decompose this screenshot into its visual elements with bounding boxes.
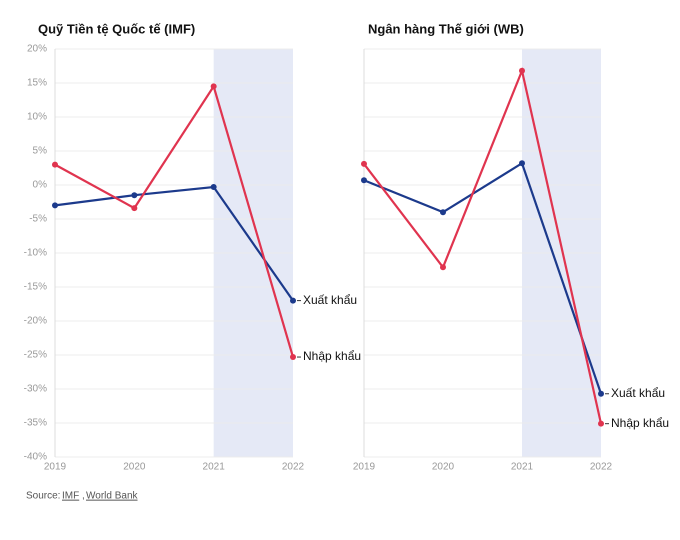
data-point	[210, 83, 217, 90]
data-point	[52, 202, 58, 209]
data-point	[519, 160, 525, 167]
source-link[interactable]: IMF	[62, 491, 79, 502]
series-line	[54, 83, 295, 358]
x-tick-label: 2019	[353, 462, 376, 473]
data-point	[440, 264, 446, 271]
source-link[interactable]: World Bank	[86, 491, 139, 502]
x-tick-label: 2019	[44, 462, 67, 473]
data-point	[290, 354, 296, 361]
data-point	[52, 161, 58, 168]
x-tick-label: 2020	[432, 462, 455, 473]
source-prefix: Source:	[26, 491, 60, 502]
data-point	[210, 184, 217, 191]
y-tick-label: 0%	[33, 180, 48, 191]
y-tick-label: -10%	[24, 248, 47, 259]
series-line	[54, 185, 294, 302]
y-tick-label: 15%	[27, 78, 47, 89]
x-tick-label: 2022	[282, 462, 305, 473]
y-tick-label: -20%	[24, 316, 47, 327]
data-point	[519, 67, 525, 74]
y-tick-label: -15%	[24, 282, 47, 293]
y-tick-label: 5%	[33, 146, 48, 157]
series-label: Nhập khẩu	[303, 349, 361, 363]
x-tick-label: 2021	[511, 462, 534, 473]
series-label: Xuất khẩu	[611, 386, 665, 400]
series-label: Nhập khẩu	[611, 416, 669, 430]
data-point	[361, 177, 367, 184]
chart-title: Quỹ Tiền tệ Quốc tế (IMF)	[38, 21, 195, 36]
series-line	[363, 67, 603, 424]
data-point	[598, 420, 604, 427]
y-tick-label: -30%	[24, 384, 47, 395]
data-point	[131, 205, 138, 212]
series-label: Xuất khẩu	[303, 293, 357, 307]
source-sep: ,	[82, 491, 85, 502]
data-point	[440, 209, 446, 216]
y-tick-label: -40%	[24, 452, 47, 463]
series-line	[363, 161, 603, 395]
x-tick-label: 2021	[203, 462, 226, 473]
y-tick-label: -5%	[29, 214, 47, 225]
x-tick-label: 2020	[123, 462, 146, 473]
y-tick-label: 10%	[27, 112, 47, 123]
y-tick-label: 20%	[27, 44, 47, 55]
chart-title: Ngân hàng Thế giới (WB)	[368, 21, 524, 36]
data-point	[598, 390, 604, 397]
data-point	[361, 160, 367, 167]
data-point	[131, 192, 138, 199]
x-tick-label: 2022	[590, 462, 613, 473]
y-tick-label: -35%	[24, 418, 47, 429]
data-point	[290, 297, 296, 304]
y-tick-label: -25%	[24, 350, 47, 361]
